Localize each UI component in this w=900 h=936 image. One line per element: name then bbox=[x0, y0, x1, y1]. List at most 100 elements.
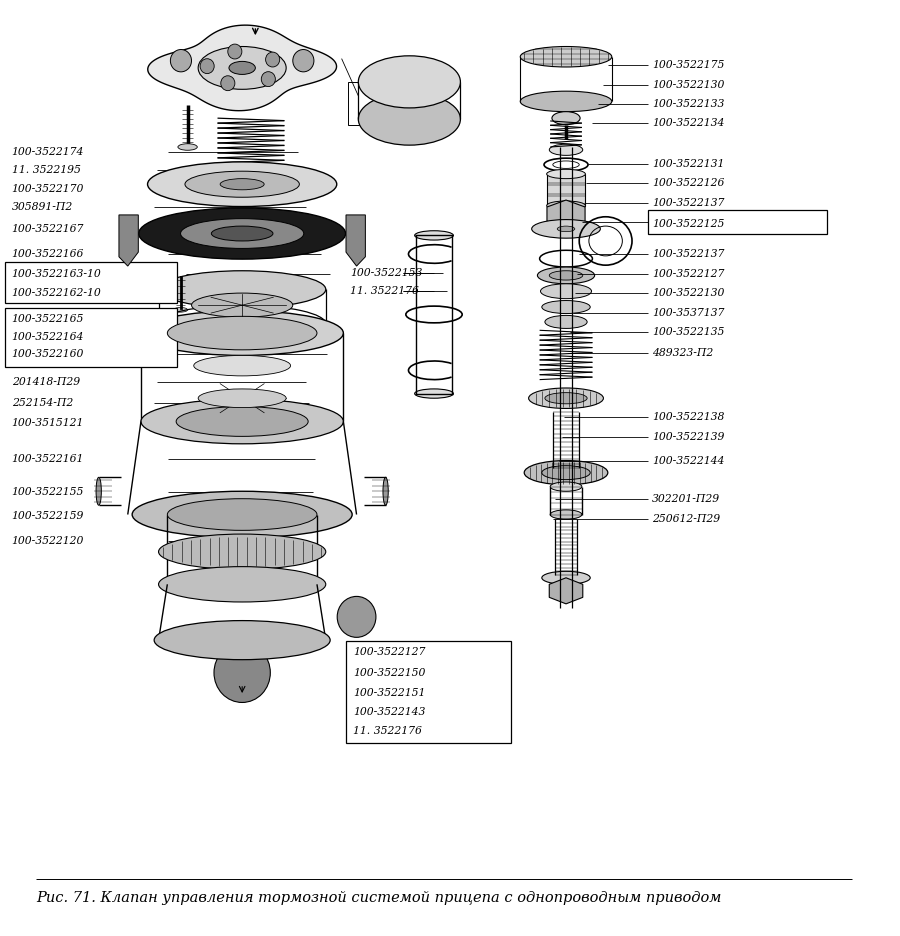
Text: 100-3522167: 100-3522167 bbox=[12, 224, 84, 234]
Text: 100-3522163-10: 100-3522163-10 bbox=[12, 270, 102, 280]
Text: 100-3522151: 100-3522151 bbox=[353, 688, 426, 698]
Text: 11. 3522195: 11. 3522195 bbox=[12, 166, 80, 175]
Ellipse shape bbox=[549, 144, 582, 155]
Text: Рис. 71. Клапан управления тормозной системой прицепа с однопроводным приводом: Рис. 71. Клапан управления тормозной сис… bbox=[36, 891, 722, 905]
Ellipse shape bbox=[542, 300, 590, 314]
Ellipse shape bbox=[139, 208, 346, 259]
Ellipse shape bbox=[546, 201, 585, 211]
Text: 100-3522127: 100-3522127 bbox=[353, 647, 426, 657]
Text: 100-3515121: 100-3515121 bbox=[12, 418, 84, 429]
Ellipse shape bbox=[549, 271, 582, 280]
Ellipse shape bbox=[132, 491, 352, 538]
Ellipse shape bbox=[229, 62, 256, 75]
Ellipse shape bbox=[520, 47, 612, 67]
Text: 100-3522127: 100-3522127 bbox=[652, 269, 724, 279]
Text: 305891-П2: 305891-П2 bbox=[12, 202, 73, 212]
Ellipse shape bbox=[550, 510, 582, 519]
Text: 11. 3522176: 11. 3522176 bbox=[350, 286, 419, 296]
Text: 100-3522120: 100-3522120 bbox=[12, 535, 84, 546]
Ellipse shape bbox=[546, 169, 585, 179]
Circle shape bbox=[200, 59, 214, 74]
Polygon shape bbox=[549, 578, 583, 604]
Text: 100-3522170: 100-3522170 bbox=[12, 183, 84, 194]
Text: 11. 3522176: 11. 3522176 bbox=[353, 726, 422, 737]
Text: 100-3522130: 100-3522130 bbox=[652, 80, 724, 90]
Circle shape bbox=[266, 52, 280, 67]
Text: 100-3522135: 100-3522135 bbox=[652, 328, 724, 337]
Ellipse shape bbox=[96, 477, 102, 505]
Text: 252154-П2: 252154-П2 bbox=[12, 398, 73, 408]
Circle shape bbox=[170, 50, 192, 72]
Ellipse shape bbox=[141, 311, 344, 356]
Circle shape bbox=[292, 50, 314, 72]
Ellipse shape bbox=[415, 231, 454, 240]
Text: 100-3522137: 100-3522137 bbox=[652, 249, 724, 259]
Text: 100-3522133: 100-3522133 bbox=[652, 99, 724, 110]
Text: 100-3522134: 100-3522134 bbox=[652, 118, 724, 128]
Ellipse shape bbox=[167, 499, 317, 531]
Ellipse shape bbox=[542, 571, 590, 584]
Ellipse shape bbox=[158, 566, 326, 602]
Bar bbox=[546, 174, 585, 206]
Ellipse shape bbox=[198, 47, 286, 89]
Text: 100-3522126: 100-3522126 bbox=[652, 178, 724, 188]
Text: 100-3522131: 100-3522131 bbox=[652, 159, 724, 168]
Text: 100-3522174: 100-3522174 bbox=[12, 147, 84, 156]
Ellipse shape bbox=[415, 389, 454, 398]
Circle shape bbox=[220, 76, 235, 91]
Ellipse shape bbox=[212, 227, 273, 241]
Ellipse shape bbox=[158, 534, 326, 569]
Text: 100-3522162-10: 100-3522162-10 bbox=[12, 288, 102, 298]
Ellipse shape bbox=[552, 111, 581, 124]
Text: 100-3522137: 100-3522137 bbox=[652, 197, 724, 208]
Ellipse shape bbox=[174, 308, 187, 312]
Circle shape bbox=[261, 72, 275, 86]
Text: 100-3522161: 100-3522161 bbox=[12, 454, 84, 463]
Text: 302201-П29: 302201-П29 bbox=[652, 493, 720, 504]
Ellipse shape bbox=[541, 284, 591, 299]
Ellipse shape bbox=[181, 219, 304, 248]
Text: 100-3522155: 100-3522155 bbox=[12, 488, 84, 497]
Text: 100-3522166: 100-3522166 bbox=[12, 249, 84, 259]
Ellipse shape bbox=[537, 267, 595, 284]
FancyBboxPatch shape bbox=[346, 641, 511, 743]
Ellipse shape bbox=[158, 271, 326, 308]
FancyBboxPatch shape bbox=[4, 308, 177, 367]
Text: 100-3522138: 100-3522138 bbox=[652, 412, 724, 422]
Text: 100-3522164: 100-3522164 bbox=[12, 331, 84, 342]
Circle shape bbox=[228, 44, 242, 59]
Ellipse shape bbox=[557, 227, 575, 232]
Text: 100-3522165: 100-3522165 bbox=[12, 314, 84, 324]
Ellipse shape bbox=[194, 356, 291, 376]
Ellipse shape bbox=[154, 621, 330, 660]
Ellipse shape bbox=[528, 388, 603, 408]
Circle shape bbox=[338, 596, 376, 637]
Ellipse shape bbox=[148, 162, 337, 207]
Polygon shape bbox=[119, 215, 139, 266]
Ellipse shape bbox=[358, 56, 461, 108]
Text: 100-3522153: 100-3522153 bbox=[350, 268, 423, 278]
Text: 100-3522144: 100-3522144 bbox=[652, 456, 724, 465]
Text: 100-3522130: 100-3522130 bbox=[652, 288, 724, 298]
Ellipse shape bbox=[383, 477, 388, 505]
Ellipse shape bbox=[176, 406, 308, 436]
Text: 201418-П29: 201418-П29 bbox=[12, 377, 80, 388]
Ellipse shape bbox=[192, 293, 292, 317]
FancyBboxPatch shape bbox=[4, 262, 177, 303]
Ellipse shape bbox=[524, 461, 608, 485]
Text: 250612-П29: 250612-П29 bbox=[652, 514, 720, 524]
Ellipse shape bbox=[520, 91, 612, 111]
Ellipse shape bbox=[198, 389, 286, 407]
Ellipse shape bbox=[550, 482, 582, 491]
Text: 100-3522150: 100-3522150 bbox=[353, 667, 426, 678]
Ellipse shape bbox=[167, 316, 317, 350]
Text: 100-3522160: 100-3522160 bbox=[12, 349, 84, 359]
Circle shape bbox=[214, 643, 270, 703]
Ellipse shape bbox=[544, 315, 587, 329]
Ellipse shape bbox=[544, 392, 587, 403]
Ellipse shape bbox=[358, 93, 461, 145]
Text: 489323-П2: 489323-П2 bbox=[652, 347, 714, 358]
Ellipse shape bbox=[185, 171, 300, 197]
Ellipse shape bbox=[532, 220, 600, 238]
FancyBboxPatch shape bbox=[648, 211, 827, 234]
